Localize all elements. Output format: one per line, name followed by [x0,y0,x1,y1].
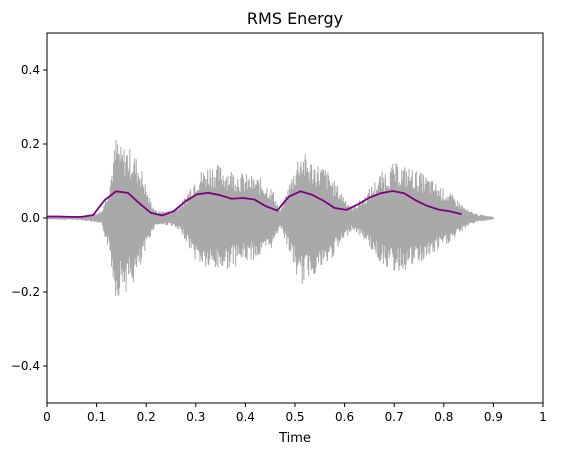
x-tick-label: 0.2 [137,410,156,424]
chart-title: RMS Energy [247,9,343,28]
x-tick-label: 0.3 [186,410,205,424]
x-tick-label: 1 [539,410,547,424]
x-tick-label: 0.4 [236,410,255,424]
y-tick-label: −0.4 [11,359,40,373]
rms-energy-line [47,190,462,218]
x-axis-label: Time [278,431,311,446]
waveform-trace [46,140,494,296]
x-tick-label: 0.8 [434,410,453,424]
y-tick-label: 0.0 [21,211,40,225]
y-tick-label: −0.2 [11,285,40,299]
x-tick-label: 0.6 [335,410,354,424]
x-tick-label: 0.7 [385,410,404,424]
y-tick-label: 0.4 [21,63,40,77]
y-axis: −0.4 −0.2 0.0 0.2 0.4 [11,63,47,373]
waveform [46,140,494,296]
x-tick-label: 0.9 [484,410,503,424]
x-tick-label: 0 [43,410,51,424]
x-tick-label: 0.1 [87,410,106,424]
x-tick-label: 0.5 [285,410,304,424]
y-tick-label: 0.2 [21,137,40,151]
x-axis: 0 0.1 0.2 0.3 0.4 0.5 0.6 0.7 0.8 0.9 1 [43,403,547,424]
